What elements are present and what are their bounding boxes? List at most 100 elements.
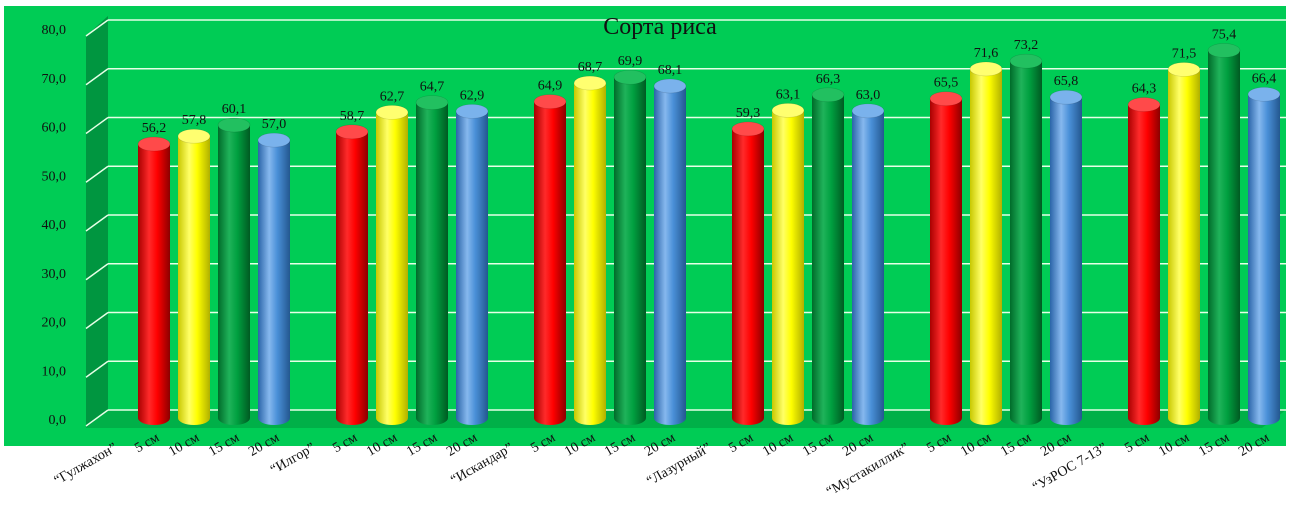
bar-body [534,101,566,419]
bar-4-2 [1009,53,1043,425]
bar-base [376,411,408,425]
data-label: 66,4 [1252,71,1277,86]
bar-cap [731,121,765,137]
bar-3-2 [811,87,845,425]
bar-cap [375,105,409,120]
bar-body [1248,94,1280,419]
bar-4-1 [969,61,1003,425]
bar-1-1 [375,105,409,425]
y-tick-label: 20,0 [42,316,67,331]
data-label: 57,0 [262,117,287,132]
bar-body [614,77,646,419]
bar-5-2 [1207,43,1241,425]
bar-body [178,136,210,418]
bar-cap [1009,53,1043,69]
bar-body [1208,50,1240,419]
bar-5-3 [1247,87,1281,425]
data-label: 56,2 [142,121,167,136]
plot-side-wall [86,16,108,428]
bar-body [336,131,368,418]
bar-body [416,102,448,419]
bar-body [1050,97,1082,418]
bar-body [852,110,884,418]
data-label: 58,7 [340,109,365,124]
bar-2-2 [613,69,647,425]
data-label: 64,7 [420,80,445,95]
bar-0-1 [177,128,211,425]
data-label: 62,7 [380,89,405,104]
data-label: 63,1 [776,87,801,102]
bar-1-3 [455,104,489,425]
bars [137,43,1281,425]
bar-base [1128,411,1160,425]
bar-base [534,411,566,425]
bar-base [852,411,884,425]
grid-line-diagonal [85,214,109,232]
bar-base [178,411,210,425]
bar-base [930,411,962,425]
y-tick-label: 40,0 [42,218,67,233]
bar-body [772,110,804,418]
bar-base [218,411,250,425]
bar-body [574,83,606,419]
bar-0-2 [217,117,251,425]
bar-3-1 [771,103,805,425]
grid-line-diagonal [85,165,109,183]
bar-cap [771,103,805,118]
grid-line-diagonal [85,311,109,330]
bar-3-3 [851,103,885,425]
data-label: 69,9 [618,54,643,69]
bar-base [1050,411,1082,425]
bar-body [970,68,1002,418]
bar-4-0 [929,91,963,425]
bar-base [258,411,290,425]
bar-base [1208,411,1240,425]
data-label: 63,0 [856,88,881,103]
bar-cap [613,69,647,85]
y-tick-label: 50,0 [42,169,67,184]
bar-body [1128,104,1160,418]
bar-2-1 [573,75,607,425]
data-label: 65,8 [1054,74,1079,89]
bar-body [218,125,250,418]
y-tick-label: 60,0 [42,121,67,136]
y-tick-label: 70,0 [42,72,67,87]
bar-2-3 [653,78,687,425]
bar-base [138,411,170,425]
data-label: 71,6 [974,46,999,61]
bar-cap [1167,62,1201,77]
bar-cap [929,91,963,106]
bar-4-3 [1049,89,1083,425]
grid-line-diagonal [85,360,109,378]
y-tick-label: 0,0 [49,413,67,428]
bar-cap [811,87,845,103]
bar-base [1248,411,1280,425]
bar-base [574,411,606,425]
bar-body [654,86,686,418]
bar-cap [455,104,489,119]
grid-line-diagonal [85,263,109,281]
grid-lines [85,19,1286,427]
bar-cap [1127,97,1161,112]
bar-base [772,411,804,425]
bar-cap [177,128,211,144]
grid-line-diagonal [85,19,109,37]
data-label: 68,7 [578,60,603,75]
bar-base [732,411,764,425]
data-label: 64,3 [1132,82,1157,97]
bar-body [258,140,290,418]
data-label: 57,8 [182,113,207,128]
data-label: 60,1 [222,102,247,117]
bar-2-0 [533,94,567,425]
bar-base [654,411,686,425]
bar-5-1 [1167,62,1201,425]
bar-body [732,128,764,418]
bar-0-0 [137,136,171,425]
bar-cap [851,103,885,119]
bar-cap [137,136,171,152]
bar-cap [653,78,687,94]
chart-title: Сорта риса [603,14,717,40]
bar-cap [1049,89,1083,105]
